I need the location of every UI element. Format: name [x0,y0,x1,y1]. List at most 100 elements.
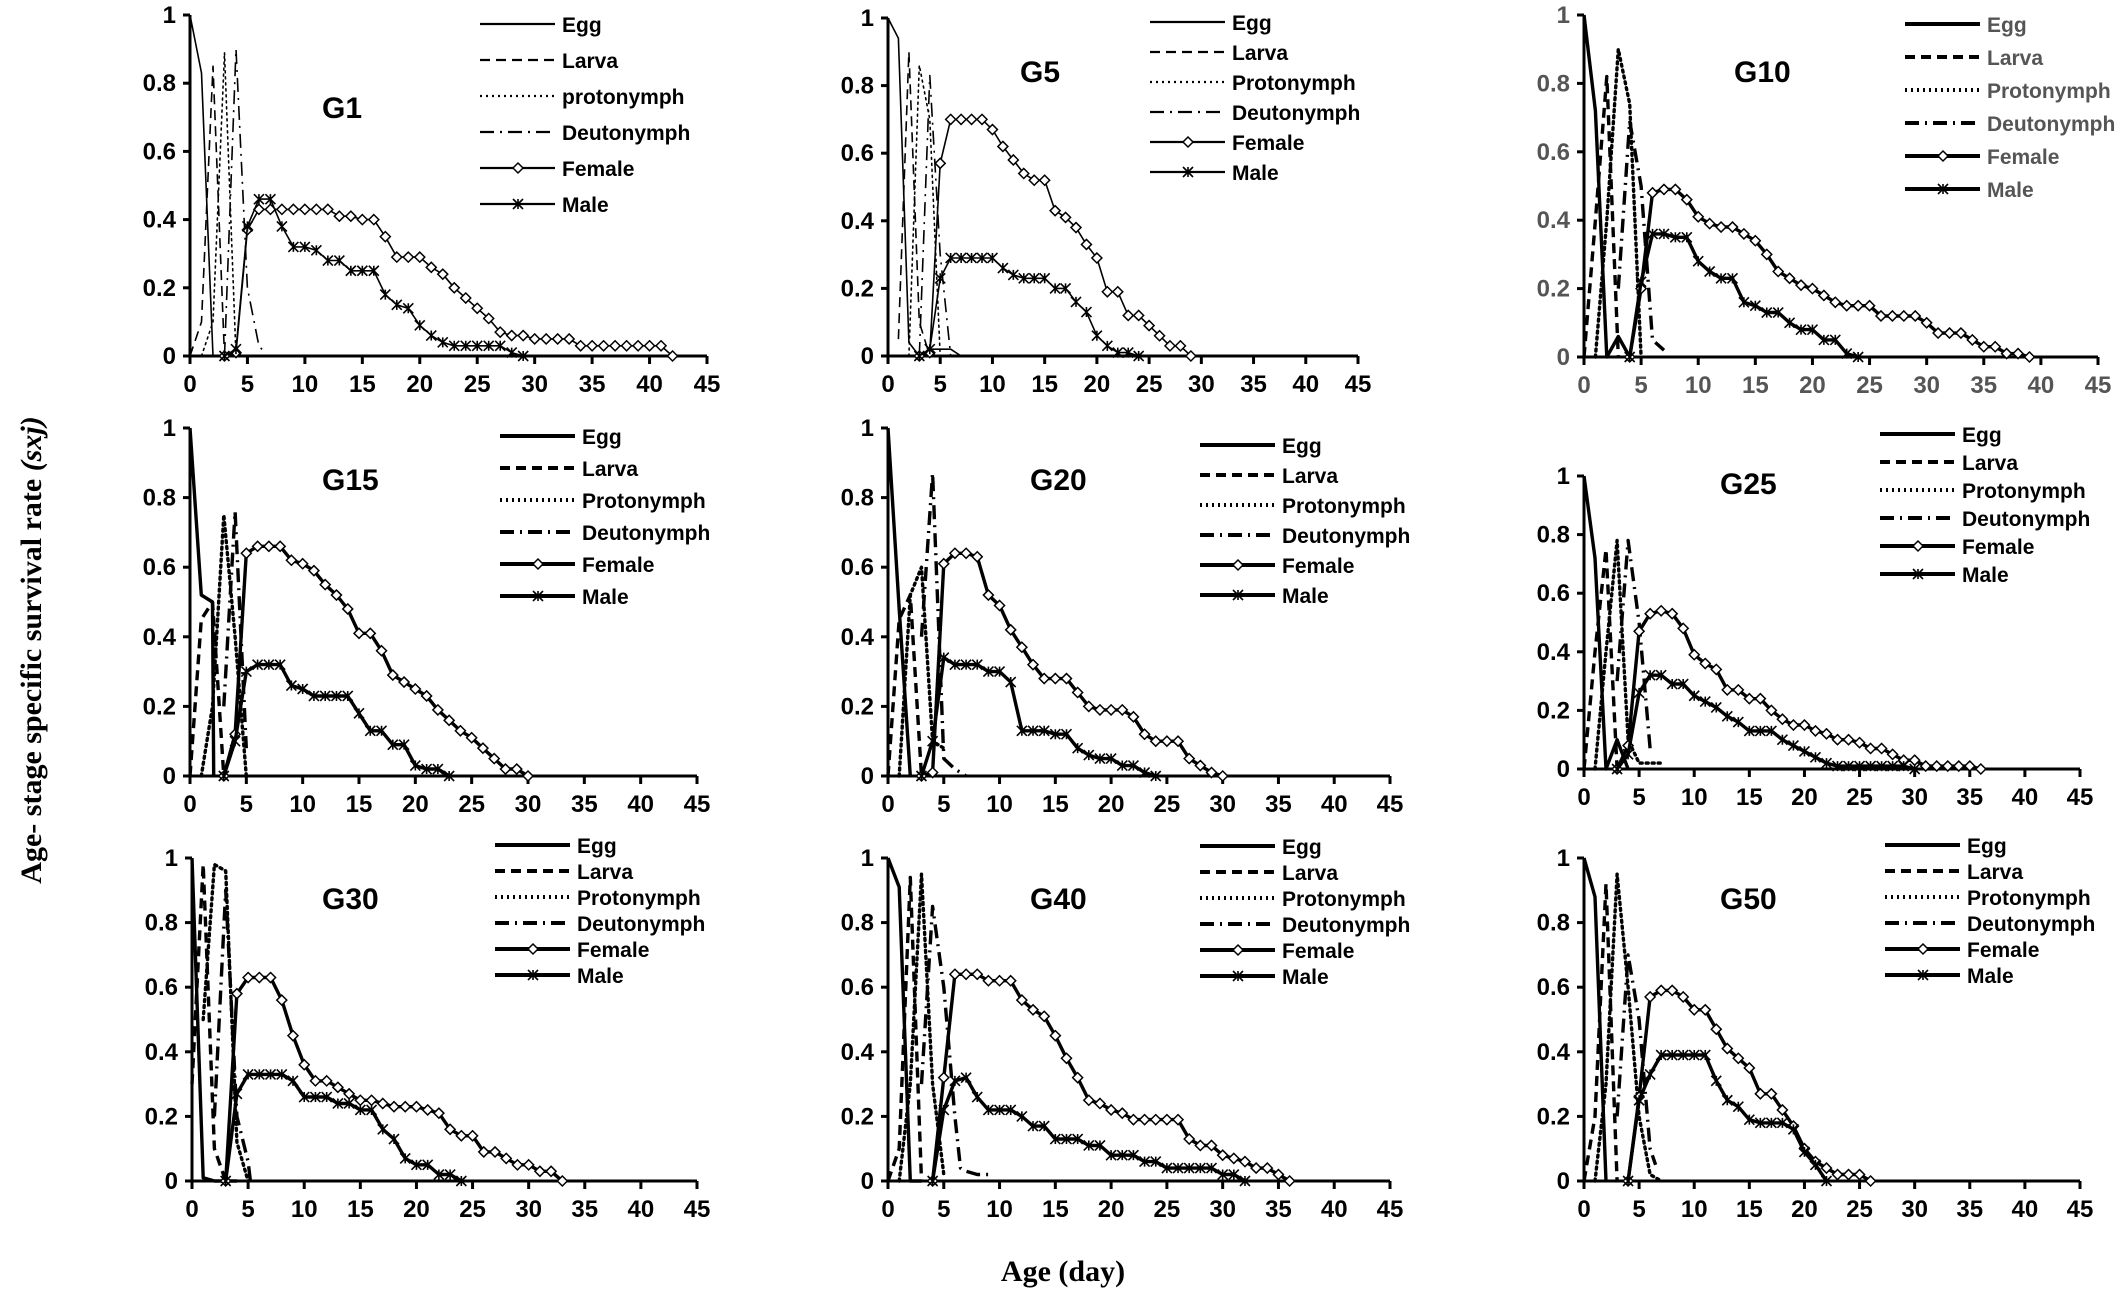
x-tick-label: 45 [684,791,711,818]
data-point [1776,1103,1789,1117]
data-point [533,1165,546,1178]
data-point [1080,238,1093,251]
x-tick-label: 25 [1846,1196,1873,1223]
data-point [2000,347,2013,360]
data-point [1028,272,1040,284]
data-point [1666,607,1679,620]
y-tick-label: 0.6 [143,554,176,581]
x-tick-label: 10 [1685,372,1712,399]
data-point [1974,762,1987,776]
x-tick-label: 20 [1098,791,1125,818]
y-tick-label: 0.2 [841,1103,874,1130]
data-point [377,1123,389,1135]
series-male [913,252,1145,362]
data-point [1091,330,1103,342]
series-line [189,65,226,357]
legend-label: Larva [1282,862,1338,885]
data-point [1784,317,1796,329]
y-tick-label: 0.6 [1537,580,1570,607]
y-tick-label: 0.6 [145,974,178,1001]
x-tick-label: 45 [684,1196,711,1223]
x-tick-label: 0 [881,371,894,398]
data-point [1150,1156,1162,1168]
data-point [1721,1042,1734,1055]
data-point [1743,692,1756,705]
data-point [1038,725,1050,737]
data-point [540,332,553,346]
y-tick-label: 1 [1557,845,1570,872]
data-point [454,724,467,737]
series-protonymph [897,565,946,778]
data-point [1865,760,1877,772]
data-point [1239,1175,1251,1187]
data-point [1658,228,1670,240]
data-point [287,203,300,216]
series-larva [1582,547,1619,770]
y-tick-label: 0.2 [841,275,874,302]
legend-marker [1182,166,1194,178]
x-tick-label: 30 [515,791,542,818]
data-point [1909,763,1921,775]
series-protonymph [1593,538,1663,771]
x-tick-label: 15 [1742,372,1769,399]
data-point [387,739,399,751]
legend-item: Egg [1885,835,2007,858]
data-point [341,602,354,616]
y-tick-label: 0.6 [841,554,874,581]
data-point [1646,186,1659,199]
series-female [1611,604,1987,776]
data-point [1015,994,1028,1007]
data-point [298,1058,311,1071]
data-point [1853,760,1866,772]
series-line [222,509,248,749]
data-point [1874,309,1888,323]
data-point [1026,1003,1040,1016]
data-point [410,1100,423,1113]
panel-title: G10 [1734,56,1791,89]
data-point [1688,648,1701,661]
data-point [466,1129,479,1142]
legend-label: Protonymph [1282,495,1406,518]
series-egg [188,427,216,777]
legend-item: Protonymph [1905,80,2111,103]
legend: Egg Larva Protonymph Deutonymph Female Male [1885,835,2095,988]
data-point [1795,324,1807,336]
data-point [927,735,939,747]
x-axis-label: Age (day) [1000,1255,1126,1288]
series-line [908,64,941,357]
data-point [1732,1101,1744,1113]
data-point [399,1152,411,1164]
x-tick-label: 20 [1791,784,1818,811]
data-point [319,690,331,702]
x-tick-label: 15 [1736,1196,1763,1223]
data-point [402,302,414,314]
x-tick-label: 40 [2028,372,2055,399]
data-point [1966,333,1979,346]
data-point [309,1074,322,1087]
data-point [319,578,332,591]
data-point [1853,1168,1866,1181]
data-point [364,725,376,737]
y-tick-label: 0.4 [143,624,177,651]
series-larva [188,600,226,777]
legend-item: Deutonymph [1905,113,2115,136]
legend-label: Larva [1967,861,2023,884]
series-egg [1582,14,1632,359]
data-point [1049,672,1062,685]
data-point [986,252,999,264]
data-point [960,1072,972,1084]
x-tick-label: 10 [986,1196,1013,1223]
data-point [1952,760,1965,773]
x-tick-label: 30 [1913,372,1940,399]
x-tick-label: 40 [2012,784,2039,811]
x-tick-label: 5 [1632,1196,1645,1223]
legend-item: Egg [1150,12,1272,35]
legend-label: Protonymph [1282,888,1406,911]
series-larva [1582,74,1620,358]
data-point [1127,1149,1139,1161]
data-point [1798,745,1811,757]
panel-g5: 00.20.40.60.810 5 10 15 20 25 30 35 40 45G5EggLar… [841,5,1372,398]
data-point [1853,736,1866,749]
legend-label: Larva [1282,465,1338,488]
legend-marker [1232,589,1244,601]
